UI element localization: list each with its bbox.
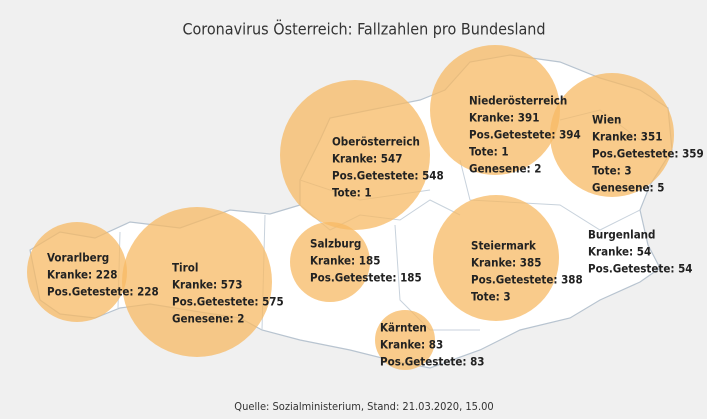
region-stat: Pos.Getestete: 575 [172, 295, 284, 309]
region-name: Vorarlberg [47, 251, 109, 265]
region-stat: Pos.Getestete: 83 [380, 355, 484, 369]
region-stat: Pos.Getestete: 388 [471, 273, 583, 287]
region-stat: Genesene: 5 [592, 181, 664, 195]
region-name: Kärnten [380, 321, 427, 335]
title: Coronavirus Österreich: Fallzahlen pro B… [182, 20, 545, 39]
region-stat: Kranke: 351 [592, 130, 662, 144]
region-stat: Kranke: 54 [588, 245, 651, 259]
region-stat: Tote: 3 [592, 164, 632, 178]
region-stat: Kranke: 547 [332, 152, 402, 166]
bubble [375, 310, 435, 370]
bubble [550, 73, 674, 197]
bubble [430, 45, 560, 175]
region-name: Tirol [172, 261, 198, 275]
region-name: Steiermark [471, 239, 537, 253]
region-stat: Tote: 1 [469, 145, 509, 159]
region-name: Burgenland [588, 228, 655, 242]
region-name: Niederösterreich [469, 94, 567, 108]
region-stat: Genesene: 2 [172, 312, 244, 326]
region-name: Salzburg [310, 237, 361, 251]
region-stat: Kranke: 228 [47, 268, 117, 282]
region-stat: Pos.Getestete: 185 [310, 271, 422, 285]
bubble [122, 207, 272, 357]
region-stat: Pos.Getestete: 548 [332, 169, 444, 183]
bubble [27, 222, 127, 322]
region-stat: Pos.Getestete: 359 [592, 147, 704, 161]
bubble [433, 195, 559, 321]
region-stat: Pos.Getestete: 394 [469, 128, 581, 142]
region-stat: Tote: 1 [332, 186, 372, 200]
region-name: Wien [592, 113, 621, 127]
region-stat: Kranke: 185 [310, 254, 380, 268]
region-stat: Pos.Getestete: 228 [47, 285, 159, 299]
region-stat: Tote: 3 [471, 290, 511, 304]
bubble [280, 80, 430, 230]
region-stat: Pos.Getestete: 54 [588, 262, 692, 276]
region-stat: Kranke: 83 [380, 338, 443, 352]
region-name: Oberösterreich [332, 135, 420, 149]
source: Quelle: Sozialministerium, Stand: 21.03.… [234, 400, 493, 413]
region-stat: Genesene: 2 [469, 162, 541, 176]
bubble [290, 222, 370, 302]
region-stat: Kranke: 385 [471, 256, 541, 270]
region-stat: Kranke: 573 [172, 278, 242, 292]
region-stat: Kranke: 391 [469, 111, 539, 125]
